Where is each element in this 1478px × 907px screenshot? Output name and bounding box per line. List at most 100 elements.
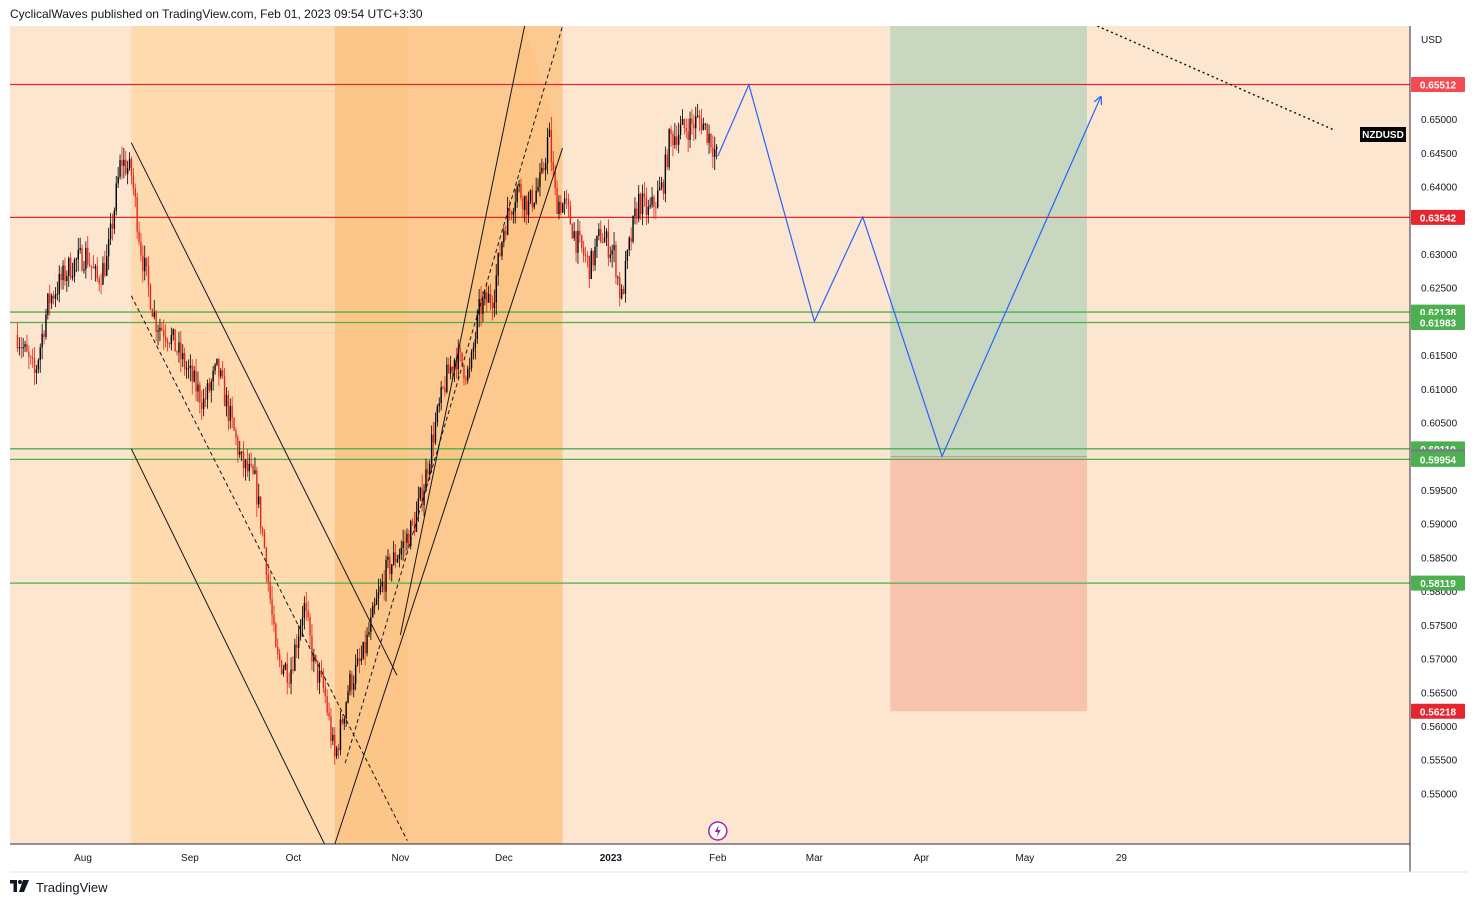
candle [577,218,579,264]
candle [140,232,142,262]
candle [282,664,285,677]
candle [406,528,408,552]
candle [687,118,689,153]
candle [391,564,393,582]
candle [290,657,292,695]
candle [417,486,420,522]
candle [533,202,535,210]
publish-header: CyclicalWaves published on TradingView.c… [10,7,423,21]
dotted-trend-line[interactable] [1096,26,1336,132]
candle [239,440,241,458]
candle [119,154,121,180]
candle [429,459,431,480]
up-channel-lower-line[interactable] [334,147,564,844]
candle [100,273,102,295]
candle [658,176,661,191]
candle [495,263,497,315]
candle [575,230,577,263]
candle [275,621,277,648]
candle [383,569,385,601]
y-tick-label: 0.60500 [1421,419,1458,430]
candle [164,324,167,348]
candle [49,284,51,316]
y-tick-label: 0.58500 [1421,553,1458,564]
lightning-icon[interactable] [708,821,728,841]
candle [446,357,448,394]
candle [151,308,154,317]
candle [400,540,402,561]
candle [708,124,710,154]
candle [309,613,311,648]
price-tag-0.65512: 0.65512 [1411,77,1465,93]
candle [662,179,665,200]
candle [569,200,572,225]
candle [543,161,545,174]
candle [273,605,275,633]
y-tick-label: 0.61000 [1421,385,1458,396]
candle [134,183,136,208]
candle [187,359,190,379]
candle [455,347,458,379]
candle [698,110,701,132]
candle [280,659,283,676]
candle [594,238,596,271]
up-channel-mid-line[interactable] [344,26,564,764]
candle [421,474,423,512]
candle [461,352,463,368]
candle [81,244,83,272]
candle [343,717,345,730]
candle [674,123,676,149]
candle [567,193,570,218]
candle [341,714,344,726]
candle [544,157,547,181]
down-channel-lower-line[interactable] [130,448,325,844]
candle [254,457,256,475]
down-channel-mid-line[interactable] [130,295,408,841]
candle [286,652,288,695]
candle [468,357,471,378]
candle [244,458,247,481]
candle [588,255,591,288]
svg-text:NZDUSD: NZDUSD [1362,130,1404,141]
candle [655,201,657,220]
candle [142,245,144,283]
candle [277,638,279,660]
candle [92,255,95,269]
candle [66,270,68,292]
candle [444,376,446,397]
candle [71,262,74,281]
candle [535,177,537,205]
candle [676,125,678,151]
up-channel-upper-line[interactable] [399,26,526,636]
candle [449,355,452,380]
candle [201,390,203,420]
candle [672,130,674,157]
time-scale-background [10,844,1410,872]
svg-text:0.63542: 0.63542 [1420,213,1457,224]
candle [552,150,554,176]
candle [225,386,228,417]
candle [128,152,131,171]
candle [465,375,467,386]
candle [43,330,45,345]
candle [349,670,351,696]
y-tick-label: 0.58000 [1421,587,1458,598]
down-channel-upper-line[interactable] [130,142,398,676]
candle [670,125,672,147]
svg-text:0.65512: 0.65512 [1420,81,1457,92]
candle [657,180,659,209]
candle [668,128,670,171]
candle [33,346,36,386]
x-tick-label: Apr [914,853,930,864]
candle [474,331,477,360]
candle [20,336,22,359]
projection-path[interactable] [717,82,1101,458]
candle [636,201,638,225]
y-tick-label: 0.56500 [1421,688,1458,699]
candle [408,529,410,547]
candle [375,589,378,606]
y-tick-label: 0.56000 [1421,722,1458,733]
candle [508,200,511,221]
candle [427,461,429,485]
